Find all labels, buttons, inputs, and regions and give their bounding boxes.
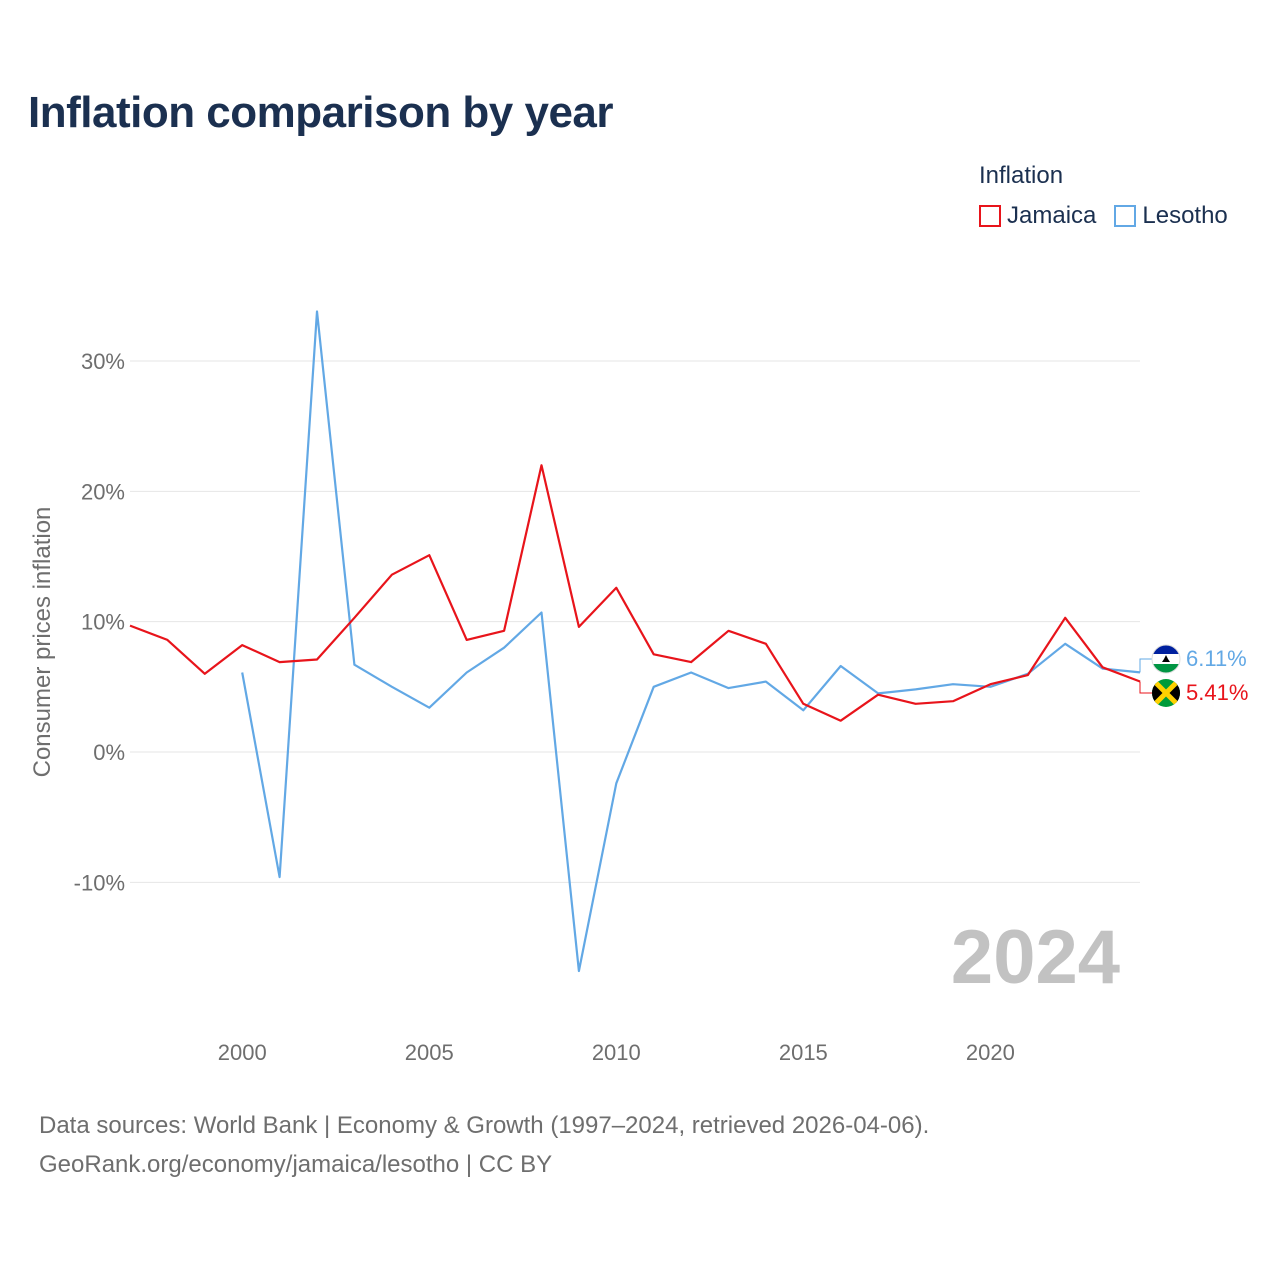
end-connector-jamaica: [1139, 681, 1152, 694]
series-line-jamaica[interactable]: [129, 464, 1141, 722]
lesotho-flag-icon: [1151, 644, 1181, 674]
legend-item-lesotho[interactable]: Lesotho: [1114, 202, 1228, 230]
grid-layer: [130, 360, 1140, 883]
end-connector-lesotho: [1139, 658, 1152, 673]
y-tick-label: 30%: [81, 349, 125, 374]
x-tick-label: 2005: [405, 1040, 454, 1065]
x-tick-label: 2015: [779, 1040, 828, 1065]
y-axis-ticks: 30% 20% 10% 0% -10%: [74, 349, 125, 895]
end-label-jamaica: 5.41%: [1186, 680, 1248, 705]
legend-item-jamaica[interactable]: Jamaica: [979, 202, 1096, 230]
legend-title: Inflation: [979, 162, 1064, 189]
x-axis-ticks: 2000 2005 2010 2015 2020: [218, 1040, 1015, 1065]
chart-title: Inflation comparison by year: [28, 88, 614, 137]
x-tick-label: 2020: [966, 1040, 1015, 1065]
x-tick-label: 2010: [592, 1040, 641, 1065]
footer-sources: Data sources: World Bank | Economy & Gro…: [39, 1112, 930, 1139]
y-tick-label: 20%: [81, 479, 125, 504]
y-tick-label: 0%: [93, 740, 125, 765]
y-tick-label: 10%: [81, 610, 125, 635]
legend-label-lesotho: Lesotho: [1142, 202, 1228, 229]
legend-swatch-jamaica: [979, 205, 1001, 227]
legend: Inflation Jamaica Lesotho: [979, 162, 1228, 230]
series-layer: [129, 310, 1152, 973]
footer-link[interactable]: GeoRank.org/economy/jamaica/lesotho | CC…: [39, 1151, 553, 1178]
watermark-year: 2024: [951, 915, 1120, 1000]
line-chart: 30% 20% 10% 0% -10% 2000 2005 2010 2015 2020 Con…: [29, 310, 1248, 1065]
footer: Data sources: World Bank | Economy & Gro…: [39, 1106, 929, 1184]
x-tick-label: 2000: [218, 1040, 267, 1065]
legend-label-jamaica: Jamaica: [1007, 202, 1097, 229]
series-line-lesotho[interactable]: [241, 310, 1141, 973]
y-axis-label: Consumer prices inflation: [29, 507, 56, 778]
jamaica-flag-icon: [1152, 679, 1180, 707]
legend-swatch-lesotho: [1114, 205, 1137, 227]
y-tick-label: -10%: [74, 870, 125, 895]
end-label-lesotho: 6.11%: [1186, 646, 1247, 671]
